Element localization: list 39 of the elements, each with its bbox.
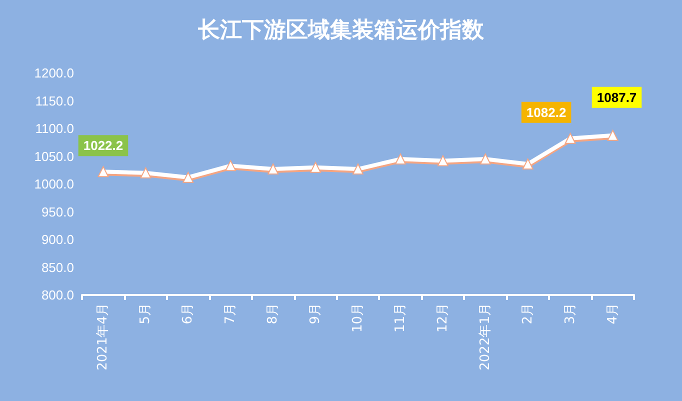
x-tick-label: 6月	[180, 303, 196, 324]
x-tick-label: 10月	[350, 303, 366, 333]
x-tick-label: 4月	[605, 303, 620, 324]
point	[394, 154, 406, 165]
y-tick-label: 900.0	[41, 232, 74, 247]
y-tick-label: 800.0	[41, 288, 74, 302]
point	[225, 160, 236, 172]
x-tick-label: 12月	[435, 303, 450, 333]
point	[140, 167, 152, 178]
point	[310, 162, 322, 173]
x-tick-label: 7月	[223, 303, 238, 324]
chart-title: 长江下游区域集装箱运价指数	[197, 17, 485, 43]
point	[268, 164, 279, 175]
x-tick-label: 5月	[138, 303, 154, 324]
x-tick-label: 2月	[520, 303, 536, 324]
x-tick-label: 8月	[266, 303, 281, 324]
x-tick-label: 2022年1月	[478, 303, 493, 370]
point	[182, 172, 194, 183]
point	[607, 130, 618, 141]
data-label: 1022.2	[83, 138, 124, 154]
x-tick-label: 2021年4月	[96, 303, 111, 370]
data-label: 1082.2	[526, 104, 566, 120]
y-tick-label: 850.0	[41, 260, 74, 275]
point	[352, 164, 364, 175]
x-tick-label: 9月	[308, 303, 324, 324]
y-tick-label: 950.0	[41, 204, 74, 220]
point	[98, 166, 109, 178]
point	[522, 158, 534, 170]
y-tick-label: 1000.0	[34, 176, 74, 192]
point	[437, 155, 448, 166]
x-tick-label: 3月	[562, 303, 578, 324]
point	[564, 132, 576, 144]
y-tick-label: 1150.0	[35, 93, 74, 108]
y-tick-label: 1200.0	[34, 66, 74, 80]
point	[480, 154, 491, 165]
y-tick-label: 1100.0	[35, 121, 74, 136]
x-tick-label: 11月	[392, 303, 408, 333]
data-label: 1087.7	[596, 90, 637, 105]
y-tick-label: 1050.0	[34, 148, 74, 164]
